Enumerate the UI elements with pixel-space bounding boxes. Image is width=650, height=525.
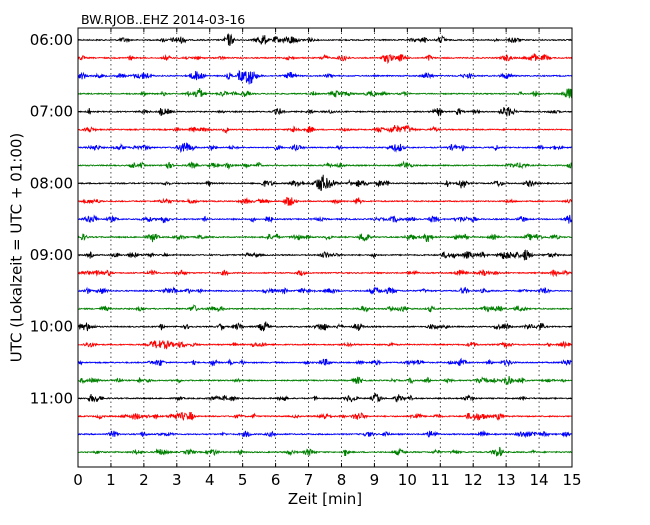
trace-0600 (77, 32, 573, 46)
x-tick-label: 12 (464, 471, 483, 489)
trace-0700 (77, 107, 573, 117)
plot-frame (77, 27, 573, 468)
trace-1045 (77, 376, 573, 386)
trace-0830 (77, 214, 573, 224)
y-tick-label: 07:00 (30, 103, 73, 121)
chart-title: BW.RJOB..EHZ 2014-03-16 (81, 12, 245, 27)
trace-0845 (77, 232, 573, 243)
x-tick-label: 5 (238, 471, 248, 489)
x-tick-label: 0 (73, 471, 83, 489)
trace-0945 (77, 304, 573, 313)
trace-1015 (77, 339, 573, 350)
grid-layer (110, 28, 540, 467)
trace-0630 (77, 69, 573, 85)
trace-0715 (77, 124, 573, 135)
x-tick-label: 4 (205, 471, 215, 489)
y-tick-label: 09:00 (30, 246, 73, 264)
x-tick-label: 8 (337, 471, 347, 489)
trace-1130 (77, 430, 573, 439)
trace-0800 (77, 174, 573, 192)
trace-1100 (77, 393, 573, 403)
trace-0815 (77, 196, 573, 206)
x-axis-label: Zeit [min] (288, 490, 362, 508)
x-tick-label: 2 (139, 471, 149, 489)
x-tick-label: 14 (530, 471, 549, 489)
y-tick-label: 08:00 (30, 174, 73, 192)
trace-0900 (77, 249, 573, 261)
trace-layer (77, 32, 573, 457)
x-tick-label: 10 (398, 471, 417, 489)
x-tick-label: 9 (370, 471, 380, 489)
trace-1115 (77, 411, 573, 421)
trace-1145 (77, 446, 573, 457)
x-tick-label: 15 (562, 471, 581, 489)
y-tick-label: 11:00 (30, 389, 73, 407)
x-tick-label: 13 (497, 471, 516, 489)
y-tick-label: 06:00 (30, 31, 73, 49)
trace-0930 (77, 286, 573, 295)
y-axis-label: UTC (Lokalzeit = UTC + 01:00) (7, 133, 25, 363)
trace-0915 (77, 268, 573, 278)
x-tick-label: 7 (304, 471, 314, 489)
y-tick-label: 10:00 (30, 318, 73, 336)
trace-1030 (77, 357, 573, 367)
x-tick-label: 11 (431, 471, 450, 489)
tick-layer: 0 1 2 3 4 5 6 7 8 9 10 11 12 13 14 1506:0007:0008:0009:… (30, 28, 582, 489)
x-tick-label: 3 (172, 471, 182, 489)
trace-0730 (77, 142, 573, 154)
x-tick-label: 6 (271, 471, 281, 489)
trace-1000 (77, 321, 573, 332)
trace-0615 (77, 53, 573, 65)
trace-0745 (77, 160, 573, 170)
trace-0645 (77, 88, 573, 99)
x-tick-label: 1 (106, 471, 116, 489)
